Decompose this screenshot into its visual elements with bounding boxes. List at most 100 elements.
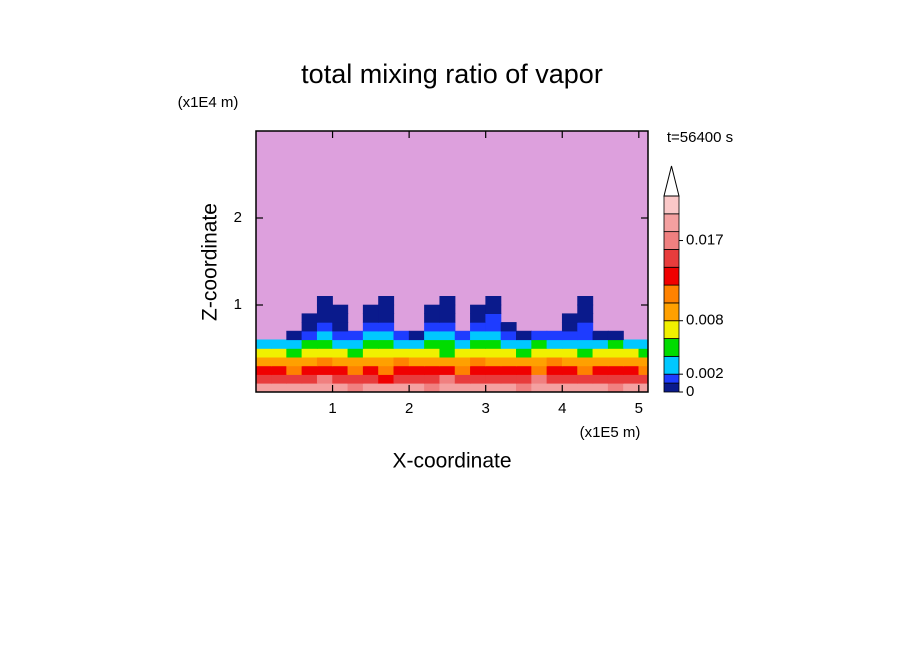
contour-cell [301, 330, 318, 341]
contour-cell [561, 365, 578, 375]
contour-cell [347, 330, 364, 341]
contour-cell [362, 365, 379, 375]
contour-cell [424, 330, 441, 341]
contour-cell [362, 382, 379, 393]
contour-cell [592, 365, 609, 375]
contour-cell [561, 339, 578, 349]
contour-cell [332, 322, 349, 332]
contour-cell [470, 374, 486, 384]
contour-cell [255, 382, 272, 393]
contour-cell [439, 382, 456, 393]
contour-cell [470, 304, 486, 314]
contour-cell [362, 313, 379, 323]
contour-cell [332, 313, 349, 323]
contour-cell [592, 348, 609, 358]
contour-cell [255, 348, 272, 358]
contour-cell [347, 374, 364, 384]
contour-cell [516, 330, 532, 341]
contour-cell [286, 330, 303, 341]
contour-cell [439, 365, 456, 375]
contour-cell [316, 365, 333, 375]
contour-cell [393, 382, 410, 393]
contour-cell [577, 382, 594, 393]
contour-cell [439, 295, 456, 306]
contour-cell [561, 322, 578, 332]
contour-cell [454, 330, 471, 341]
contour-cell [485, 330, 502, 341]
contour-cell [286, 339, 303, 349]
contour-cell [623, 374, 640, 384]
y-tick-label: 1 [234, 296, 242, 313]
contour-cell [607, 330, 624, 341]
contour-cell [316, 382, 333, 393]
contour-cell [286, 382, 303, 393]
contour-cell [316, 313, 333, 323]
contour-cell [316, 374, 333, 384]
contour-cell [347, 356, 364, 367]
contour-cell [378, 365, 395, 375]
contour-cell [561, 374, 578, 384]
colorbar-band [663, 213, 680, 233]
contour-cell [255, 356, 272, 367]
colorbar-band [663, 231, 680, 250]
contour-cell [301, 356, 318, 367]
contour-cell [439, 339, 456, 349]
contour-cell [301, 313, 318, 323]
contour-cell [271, 374, 287, 384]
contour-cell [485, 339, 502, 349]
contour-cell [347, 348, 364, 358]
contour-cell [424, 365, 441, 375]
contour-cell [362, 322, 379, 332]
contour-cell [485, 374, 502, 384]
colorbar-band [663, 266, 680, 286]
contour-cell [301, 374, 318, 384]
contour-cell [316, 322, 333, 332]
contour-cell [301, 322, 318, 332]
contour-cell [424, 348, 441, 358]
contour-cell [271, 339, 287, 349]
time-annotation: t=56400 s [667, 129, 733, 146]
contour-cell [393, 348, 410, 358]
contour-cell [439, 322, 456, 332]
contour-cell [255, 339, 272, 349]
contour-cell [546, 374, 563, 384]
contour-cell [439, 374, 456, 384]
contour-cell [408, 339, 425, 349]
contour-cell [362, 330, 379, 341]
contour-cell [286, 365, 303, 375]
contour-cell [638, 374, 649, 384]
contour-cell [592, 374, 609, 384]
y-tick-label: 2 [234, 209, 242, 226]
contour-cell [577, 313, 594, 323]
contour-cell [470, 356, 486, 367]
contour-cell [271, 382, 287, 393]
contour-cell [531, 339, 548, 349]
contour-cell [286, 348, 303, 358]
x-axis-label: X-coordinate [392, 450, 511, 473]
contour-cell [347, 365, 364, 375]
contour-cell [439, 330, 456, 341]
contour-cell [607, 374, 624, 384]
contour-cell [638, 365, 649, 375]
colorbar-tick-label: 0.002 [686, 365, 724, 382]
contour-cell [316, 304, 333, 314]
contour-cell [607, 365, 624, 375]
contour-cell [347, 382, 364, 393]
contour-cell [470, 365, 486, 375]
contour-cell [577, 322, 594, 332]
contour-cell [408, 348, 425, 358]
colorbar-extend [663, 165, 680, 197]
contour-cell [454, 356, 471, 367]
contour-cell [577, 356, 594, 367]
contour-cell [470, 330, 486, 341]
contour-cell [546, 365, 563, 375]
contour-cell [516, 356, 532, 367]
contour-cell [470, 339, 486, 349]
contour-cell [332, 365, 349, 375]
contour-cell [393, 365, 410, 375]
contour-cell [485, 295, 502, 306]
contour-cell [516, 339, 532, 349]
contour-cell [516, 365, 532, 375]
colorbar-band [663, 302, 680, 322]
plot-frame [255, 130, 649, 393]
